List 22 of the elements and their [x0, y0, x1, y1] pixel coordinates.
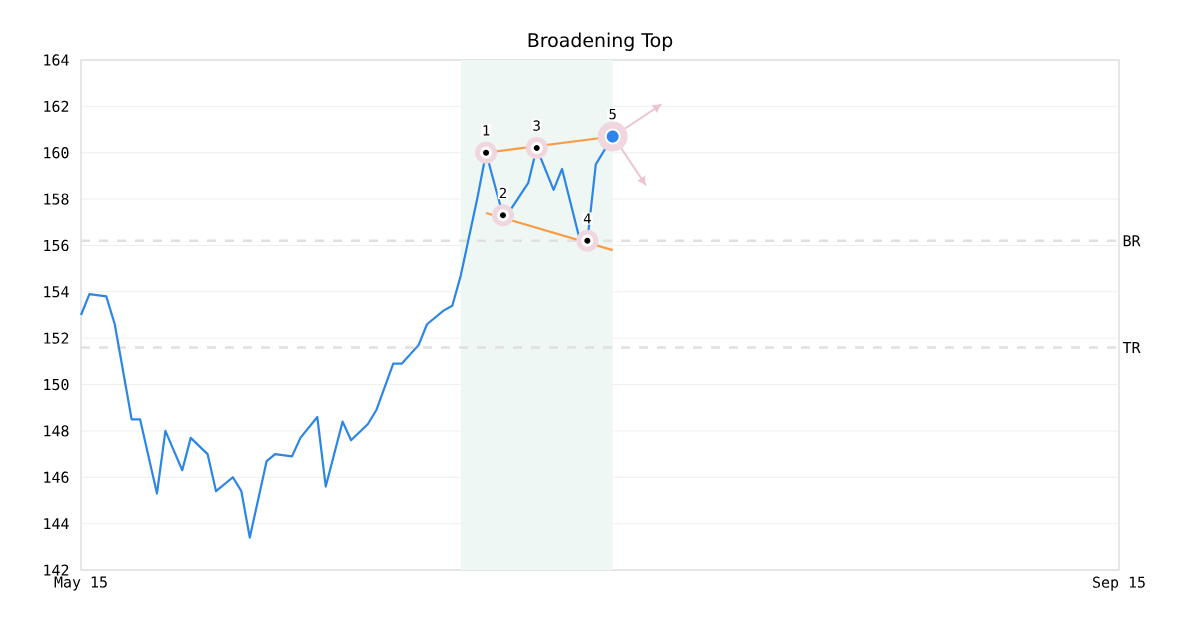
ref-line-label: BR — [1123, 235, 1141, 247]
x-tick-label: May 15 — [54, 576, 107, 591]
y-tick-label: 150 — [44, 378, 69, 391]
y-tick-label: 148 — [44, 425, 69, 437]
y-tick-label: 160 — [44, 147, 69, 159]
annotation: 1 — [483, 125, 490, 136]
y-tick-label: 144 — [44, 518, 69, 530]
x-tick-label: Sep 15 — [1093, 576, 1145, 591]
y-tick-label: 162 — [44, 100, 69, 113]
y-tick-label: 158 — [44, 193, 69, 205]
ref-line-label: TR — [1122, 342, 1141, 353]
y-tick-label: 152 — [44, 332, 69, 344]
chart-title: Broadening Top — [528, 32, 673, 51]
y-tick-label: 156 — [44, 239, 69, 252]
y-tick-label: 164 — [44, 54, 69, 66]
annotation: 5 — [609, 108, 616, 120]
annotation: 2 — [499, 187, 506, 199]
y-tick-label: 154 — [44, 286, 69, 298]
annotation: 4 — [583, 213, 591, 224]
annotation: 3 — [533, 120, 540, 131]
y-tick-label: 142 — [44, 564, 69, 576]
y-tick-label: 146 — [44, 471, 69, 483]
